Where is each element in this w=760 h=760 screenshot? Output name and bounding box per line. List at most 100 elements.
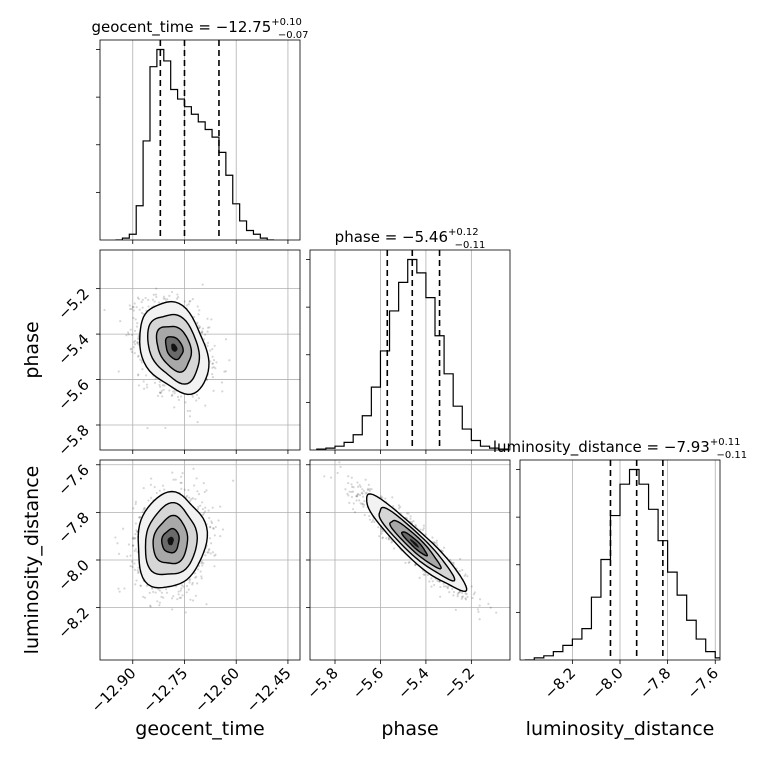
- sample-point: [152, 590, 155, 593]
- sample-point: [472, 593, 475, 596]
- sample-point: [171, 608, 174, 611]
- title-lower: −0.11: [455, 240, 486, 251]
- sample-point: [200, 562, 203, 565]
- sample-point: [135, 529, 138, 532]
- sample-point: [448, 590, 451, 594]
- sample-point: [478, 598, 482, 601]
- sample-point: [460, 597, 463, 600]
- sample-point: [189, 598, 192, 601]
- sample-point: [158, 589, 162, 592]
- sample-point: [172, 595, 175, 598]
- sample-point: [211, 362, 215, 365]
- sample-point: [163, 488, 166, 491]
- sample-point: [134, 532, 137, 536]
- sample-point: [204, 506, 207, 509]
- sample-point: [155, 491, 158, 495]
- sample-point: [191, 581, 194, 585]
- sample-point: [173, 389, 176, 392]
- sample-point: [347, 494, 350, 497]
- sample-point: [356, 494, 359, 497]
- x-tick-label: −12.90: [88, 664, 140, 716]
- sample-point: [134, 318, 137, 321]
- sample-point: [127, 333, 130, 336]
- sample-point: [180, 481, 183, 484]
- sample-point: [135, 579, 138, 582]
- sample-point: [201, 330, 204, 333]
- sample-point: [351, 490, 355, 493]
- sample-point: [211, 551, 215, 554]
- sample-point: [186, 409, 189, 413]
- sample-point: [136, 341, 140, 344]
- sample-point: [196, 507, 200, 511]
- sample-point: [149, 605, 152, 608]
- sample-point: [470, 585, 473, 588]
- sample-point: [208, 548, 211, 551]
- sample-point: [384, 497, 387, 500]
- sample-point: [200, 575, 203, 578]
- sample-point: [439, 585, 442, 589]
- sample-point: [399, 505, 402, 508]
- sample-point: [183, 488, 186, 491]
- sample-point: [213, 565, 216, 568]
- sample-point: [421, 528, 425, 532]
- sample-point: [171, 471, 174, 474]
- sample-point: [350, 476, 353, 479]
- sample-point: [140, 301, 143, 304]
- sample-point: [207, 509, 210, 512]
- sample-point: [409, 517, 412, 520]
- sample-point: [370, 488, 373, 491]
- sample-point: [136, 341, 139, 344]
- y-axis-label-phase: phase: [21, 321, 43, 378]
- sample-point: [131, 537, 135, 540]
- sample-point: [171, 390, 175, 393]
- sample-point: [141, 368, 144, 371]
- sample-point: [201, 327, 204, 330]
- histogram-step: [115, 48, 275, 240]
- sample-point: [213, 534, 216, 537]
- sample-point: [119, 320, 122, 323]
- sample-point: [164, 588, 168, 591]
- sample-point: [188, 409, 192, 413]
- sample-point: [177, 398, 181, 401]
- sample-point: [136, 321, 139, 325]
- sample-point: [193, 484, 196, 487]
- sample-point: [211, 373, 214, 376]
- sample-point: [151, 298, 154, 301]
- title-upper: +0.12: [448, 227, 479, 238]
- sample-point: [214, 553, 217, 556]
- sample-point: [212, 359, 216, 362]
- sample-point: [132, 536, 135, 539]
- sample-point: [478, 618, 481, 621]
- sample-point: [464, 597, 467, 600]
- sample-point: [195, 477, 198, 480]
- sample-point: [143, 506, 146, 509]
- sample-point: [442, 546, 446, 549]
- sample-point: [155, 295, 158, 299]
- sample-point: [154, 377, 157, 380]
- sample-point: [209, 552, 212, 555]
- sample-point: [495, 611, 498, 614]
- panel-title: geocent_time = −12.75+0.10 −0.07: [91, 17, 308, 41]
- sample-point: [210, 521, 214, 525]
- x-axis-label-luminosity_distance: luminosity_distance: [526, 718, 715, 740]
- y-tick-label: −5.2: [54, 285, 92, 323]
- sample-point: [195, 575, 198, 578]
- histogram-luminosity_distance: [524, 460, 720, 660]
- sample-point: [212, 527, 215, 530]
- x-tick-label: −5.8: [303, 664, 341, 702]
- sample-point: [351, 485, 354, 489]
- density-phase-luminosity_distance: [323, 461, 498, 621]
- sample-point: [188, 578, 192, 581]
- sample-point: [188, 496, 191, 499]
- sample-point: [368, 518, 372, 521]
- sample-point: [144, 374, 148, 377]
- sample-point: [442, 585, 446, 588]
- sample-point: [361, 492, 364, 495]
- sample-point: [224, 370, 227, 373]
- sample-point: [439, 595, 442, 598]
- sample-point: [428, 580, 431, 583]
- sample-point: [366, 487, 370, 491]
- sample-point: [201, 513, 204, 516]
- sample-point: [179, 395, 183, 398]
